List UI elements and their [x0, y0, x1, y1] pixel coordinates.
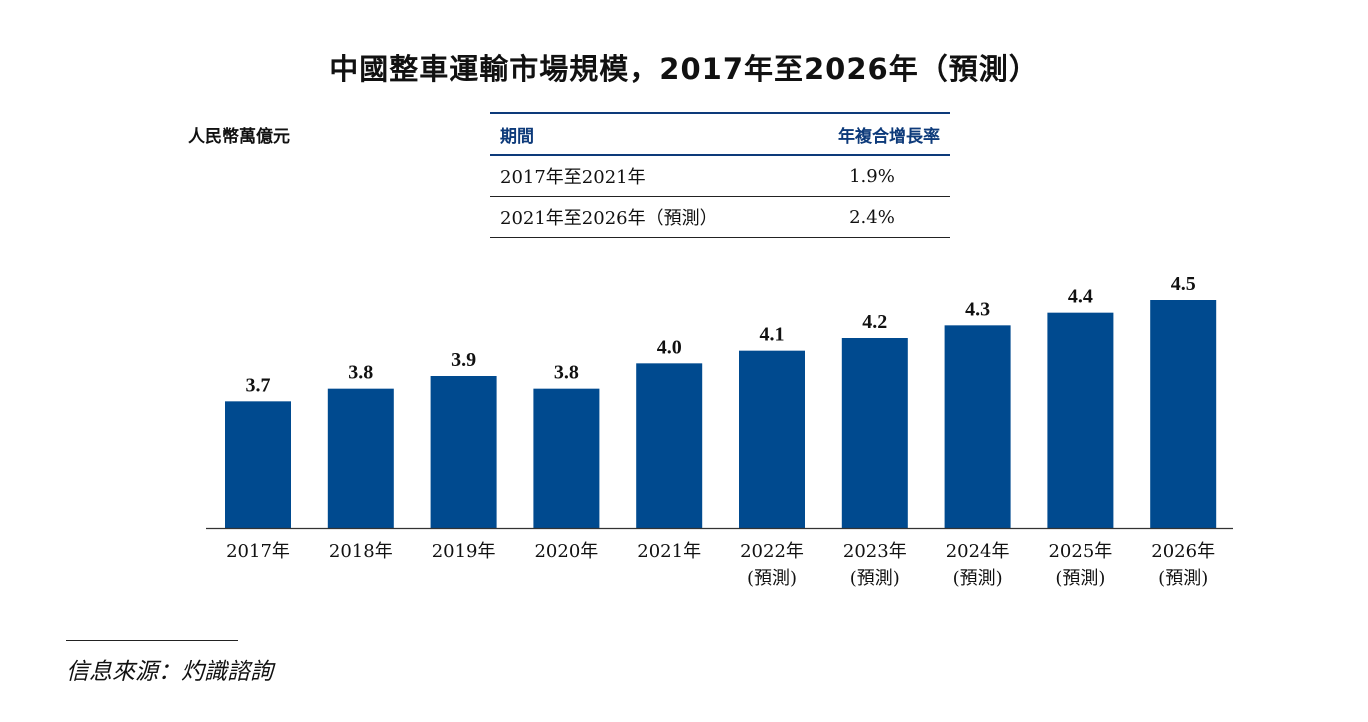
data-label: 4.4	[1068, 286, 1093, 308]
unit-label: 人民幣萬億元	[188, 127, 290, 147]
data-label: 4.3	[965, 298, 990, 320]
x-tick-label: 2020年	[534, 541, 598, 562]
x-tick-label: (預測)	[747, 568, 797, 589]
cagr-header-row: 期間 年複合增長率	[490, 112, 950, 156]
bar	[225, 401, 291, 528]
x-tick-label: 2026年	[1151, 541, 1215, 562]
bar	[944, 325, 1011, 528]
data-label: 3.9	[451, 349, 476, 371]
x-tick-label: 2022年	[740, 541, 804, 562]
chart-title: 中國整車運輸市場規模，2017年至2026年（預測）	[329, 52, 1039, 86]
x-tick-label: 2025年	[1048, 541, 1112, 562]
cagr-period: 2021年至2026年（預測）	[490, 196, 794, 238]
cagr-header-period: 期間	[490, 112, 794, 156]
bar	[841, 338, 908, 528]
cagr-header-rate: 年複合增長率	[793, 112, 950, 156]
x-tick-label: (預測)	[1158, 568, 1208, 589]
x-tick-label: 2021年	[637, 541, 701, 562]
data-label: 3.8	[348, 362, 373, 384]
bar	[1047, 312, 1114, 528]
x-tick-label: 2024年	[946, 541, 1010, 562]
data-label: 4.2	[862, 311, 887, 333]
bar	[1150, 300, 1217, 528]
data-label: 3.8	[554, 362, 579, 384]
x-tick-label: 2017年	[226, 541, 290, 562]
cagr-table: 期間 年複合增長率 2017年至2021年 1.9% 2021年至2026年（預…	[490, 112, 950, 238]
cagr-rate: 2.4%	[793, 196, 950, 238]
source-note: 信息來源：灼識諮詢	[66, 659, 273, 685]
x-tick-label: 2023年	[843, 541, 907, 562]
data-label: 4.0	[657, 336, 682, 358]
cagr-period: 2017年至2021年	[490, 155, 794, 197]
bar	[739, 350, 805, 528]
x-tick-label: (預測)	[1055, 568, 1105, 589]
data-label: 4.1	[760, 324, 785, 346]
x-tick-label: 2019年	[432, 541, 496, 562]
bar	[636, 363, 703, 528]
source-divider	[66, 640, 238, 641]
x-tick-label: (預測)	[953, 568, 1003, 589]
x-tick-label: (預測)	[850, 568, 900, 589]
cagr-row: 2021年至2026年（預測） 2.4%	[490, 196, 950, 238]
cagr-rate: 1.9%	[793, 155, 950, 197]
data-label: 4.5	[1171, 273, 1196, 295]
x-tick-label: 2018年	[329, 541, 393, 562]
bar	[430, 376, 497, 528]
cagr-row: 2017年至2021年 1.9%	[490, 155, 950, 197]
bar	[327, 388, 394, 528]
bar	[533, 388, 600, 528]
data-label: 3.7	[246, 374, 271, 396]
